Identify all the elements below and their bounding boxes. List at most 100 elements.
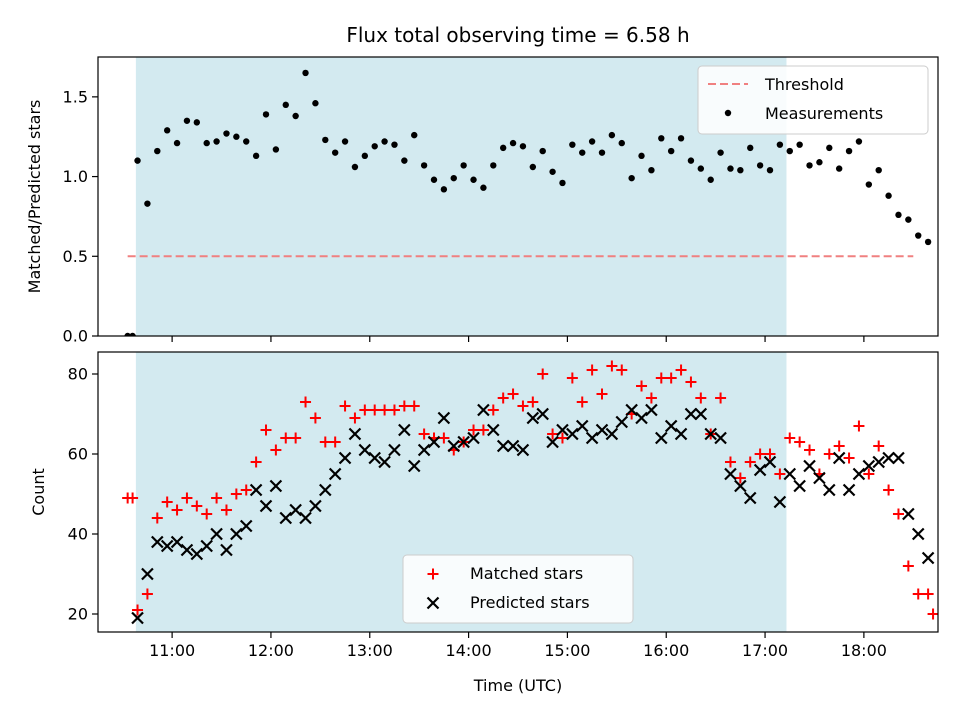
matched-star-point (695, 392, 707, 404)
chart-title: Flux total observing time = 6.58 h (346, 23, 689, 47)
predicted-star-point (170, 535, 184, 549)
x-tick-label: 15:00 (544, 641, 590, 660)
predicted-star-point (655, 431, 668, 445)
predicted-star-point (546, 435, 559, 449)
matched-star-point (220, 504, 232, 516)
predicted-star-point (239, 519, 253, 533)
predicted-star-point (753, 463, 767, 477)
matched-star-point (547, 428, 559, 440)
y-tick-label: 20 (68, 605, 88, 624)
measurement-point (173, 139, 181, 147)
series-matched-stars (122, 360, 938, 620)
y-tick-label: 80 (68, 365, 88, 384)
measurement-point (885, 192, 892, 199)
matched-star-point (408, 400, 420, 412)
measurement-point (272, 146, 280, 153)
count-panel: 20 40 60 80 11:00 12:00 13:00 14:00 15:00 16:00 17… (29, 351, 939, 660)
measurement-point (737, 166, 744, 174)
observing-window (135, 57, 787, 336)
measurement-point (361, 152, 369, 160)
predicted-star-point (664, 419, 678, 433)
measurement-point (134, 157, 141, 164)
matched-star-point (290, 432, 302, 444)
predicted-star-point (635, 411, 648, 425)
predicted-star-point (645, 403, 658, 417)
predicted-star-point (724, 467, 737, 481)
predicted-star-point (526, 411, 540, 425)
measurement-point (509, 139, 517, 147)
predicted-star-point (852, 467, 866, 481)
y-tick-label: 1.0 (63, 167, 88, 186)
measurement-point (717, 149, 724, 156)
y-axis-title: Count (29, 468, 48, 516)
legend-label-predicted: Predicted stars (470, 593, 590, 612)
measurement-point (282, 101, 289, 109)
x-tick-label: 13:00 (347, 641, 393, 660)
measurement-point (895, 211, 902, 219)
legend-measurement-swatch (724, 109, 732, 117)
measurement-point (924, 238, 932, 246)
matched-star-point (645, 392, 657, 404)
measurement-point (213, 138, 220, 145)
matched-star-point (398, 400, 410, 412)
predicted-star-point (368, 451, 381, 465)
predicted-star-point (210, 527, 223, 541)
matched-star-point (636, 380, 648, 392)
measurement-point (865, 181, 873, 188)
measurement-point (381, 138, 388, 145)
predicted-star-point (823, 483, 836, 497)
measurement-point (756, 162, 764, 169)
matched-star-point (853, 420, 865, 432)
matched-star-point (418, 428, 430, 440)
matched-star-point (685, 376, 697, 388)
predicted-star-point (506, 439, 520, 453)
predicted-star-point (783, 467, 797, 481)
predicted-star-point (803, 459, 816, 473)
measurement-point (658, 135, 665, 142)
matched-star-point (438, 432, 450, 444)
matched-star-point (596, 388, 608, 400)
measurement-point (697, 165, 705, 172)
y-axis-title: Matched/Predicted stars (25, 100, 44, 294)
matched-star-point (191, 500, 203, 512)
predicted-star-point (892, 451, 905, 465)
predicted-star-point (605, 427, 619, 441)
predicted-star-point (407, 459, 421, 473)
matched-star-point (300, 396, 312, 408)
matched-star-point (804, 444, 816, 456)
measurement-point (341, 138, 349, 145)
measurement-point (835, 165, 843, 172)
predicted-star-point (358, 443, 372, 457)
axes-frame (97, 56, 939, 337)
matched-star-point (359, 404, 371, 416)
predicted-star-point (289, 503, 302, 517)
predicted-star-point (793, 479, 806, 493)
measurement-point (747, 144, 754, 152)
y-tick-label: 40 (68, 525, 88, 544)
predicted-star-point (269, 479, 283, 493)
matched-star-point (576, 396, 588, 408)
measurement-point (371, 143, 378, 150)
matched-star-point (566, 372, 578, 384)
measurement-point (677, 135, 685, 142)
matched-star-point (794, 436, 806, 448)
legend-box (697, 65, 929, 135)
measurement-point (687, 157, 695, 164)
matched-star-point (211, 492, 223, 504)
measurement-point (490, 162, 497, 169)
measurement-point (598, 149, 606, 156)
matched-star-point (833, 440, 845, 452)
measurement-point (579, 149, 586, 156)
measurement-point (401, 157, 408, 164)
x-axis-title: Time (UTC) (473, 676, 562, 695)
predicted-star-point (348, 427, 362, 441)
matched-star-point (507, 388, 519, 400)
predicted-star-point (279, 511, 293, 525)
matched-star-point (329, 436, 341, 448)
matched-star-point (127, 492, 139, 504)
matched-star-point (141, 588, 153, 600)
matched-star-point (240, 484, 252, 496)
measurement-point (786, 147, 793, 155)
predicted-star-point (388, 443, 401, 457)
